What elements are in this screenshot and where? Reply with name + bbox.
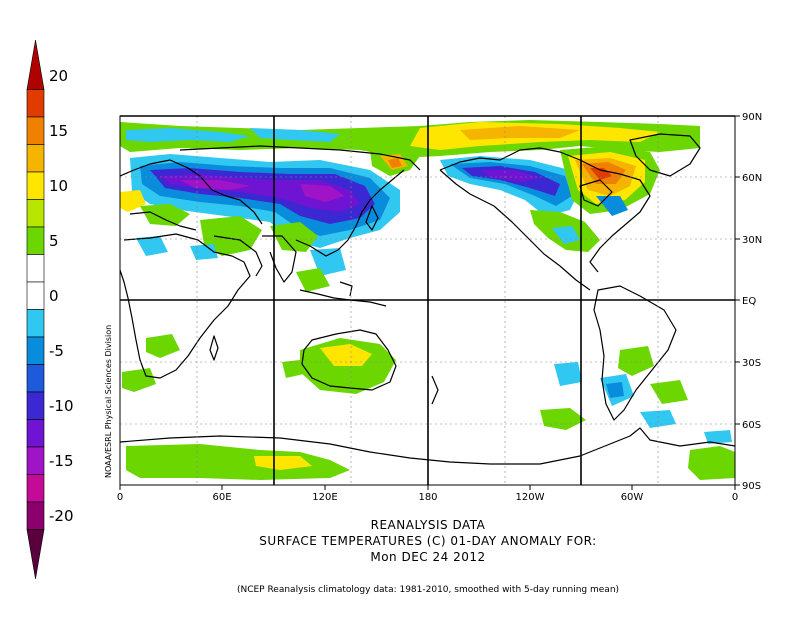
colorbar-label: 5 [49, 232, 59, 250]
colorbar-label: 15 [49, 122, 68, 140]
colorbar-label: -5 [49, 342, 64, 360]
colorbar-label: -10 [49, 397, 74, 415]
lon-label-60e: 60E [212, 492, 231, 503]
anomaly-patch-cyan-africa [136, 236, 168, 256]
colorbar-swatch [26, 144, 45, 173]
anomaly-patch-cyan-southatlantic [640, 410, 676, 428]
lat-label-90n: 90N [742, 112, 762, 123]
lon-label-120w: 120W [516, 492, 545, 503]
anomaly-patch-green-samerica [618, 346, 654, 376]
anomaly-patches [120, 120, 735, 480]
graticule [120, 116, 735, 485]
anomaly-patch-orange-arctic [460, 126, 580, 140]
anomaly-patch-green-europe [140, 204, 190, 226]
footnote: (NCEP Reanalysis climatology data: 1981-… [237, 585, 619, 595]
anomaly-patch-orange-kamchatka [388, 158, 402, 168]
colorbar-swatch [26, 501, 45, 530]
map-area: 90N 60N 30N EQ 30S 60S 90S 0 60E 120E 18… [117, 112, 762, 503]
lon-label-60w: 60W [621, 492, 644, 503]
anomaly-patch-purple-namerica [480, 170, 540, 182]
colorbar-labels: 20 15 10 5 0 -5 -10 -15 -20 [49, 67, 74, 525]
lon-label-0-east: 0 [732, 492, 738, 503]
anomaly-patch-green-antarctica-west [126, 444, 350, 480]
coastlines [119, 133, 736, 465]
anomaly-patch-yellow-europe [120, 190, 146, 212]
title-line-2: SURFACE TEMPERATURES (C) 01-DAY ANOMALY … [259, 534, 596, 548]
anomaly-patch-blue-canada [596, 196, 628, 216]
anomaly-patch-yellow-australia [320, 344, 372, 366]
colorbar-swatch [26, 419, 45, 448]
credit-text: NOAA/ESRL Physical Sciences Division [104, 325, 113, 478]
anomaly-patch-green-seasia [296, 268, 330, 292]
title-line-1: REANALYSIS DATA [371, 518, 486, 532]
lat-label-60n: 60N [742, 173, 762, 184]
anomaly-patch-green-mideast [200, 216, 262, 256]
colorbar-label: 10 [49, 177, 68, 195]
colorbar-arrow-bottom [26, 529, 45, 580]
colorbar-swatch [26, 116, 45, 145]
colorbar-swatch [26, 336, 45, 365]
lat-label-90s: 90S [742, 481, 761, 492]
colorbar-label: -20 [49, 507, 74, 525]
title-line-3: Mon DEC 24 2012 [370, 550, 485, 564]
colorbar-swatch [26, 474, 45, 503]
lat-label-30n: 30N [742, 235, 762, 246]
anomaly-patch-green-southpacific [540, 408, 586, 430]
anomaly-patch-yellow-antarctica [254, 456, 312, 470]
anomaly-patch-purple-eurasia [180, 180, 250, 190]
anomaly-patch-cyan-arctic [126, 128, 250, 142]
anomaly-patch-green-southatlantic [650, 380, 688, 404]
colorbar-swatch [26, 446, 45, 475]
colorbar-swatch [26, 391, 45, 420]
anomaly-patch-green-southafrica [122, 368, 156, 392]
lat-label-30s: 30S [742, 358, 761, 369]
anomaly-patch-purple-siberia [300, 184, 345, 202]
anomaly-patch-green-indianocean [282, 360, 304, 378]
anomaly-patch-blue-samerica [606, 382, 624, 398]
tick-marks [119, 115, 740, 490]
colorbar-label: 0 [49, 287, 59, 305]
colorbar-swatch [26, 226, 45, 255]
anomaly-patch-cyan-pacific [554, 362, 582, 386]
anomaly-patch-green-safrica [146, 334, 180, 358]
anomaly-patch-cyan-arctic-east [250, 128, 340, 142]
colorbar-swatch [26, 281, 45, 310]
colorbar-swatch [26, 171, 45, 200]
anomaly-patch-cyan-usa [552, 226, 580, 244]
lon-label-180: 180 [418, 492, 437, 503]
colorbar-label: -15 [49, 452, 74, 470]
anomaly-patch-cyan-antarctica [704, 430, 732, 444]
lat-label-60s: 60S [742, 420, 761, 431]
lat-label-eq: EQ [742, 296, 756, 307]
colorbar-swatch [26, 309, 45, 338]
colorbar-arrow-top [26, 39, 45, 90]
colorbar-swatch [26, 364, 45, 393]
colorbar-swatch [26, 254, 45, 283]
colorbar-swatch [26, 199, 45, 228]
colorbar-label: 20 [49, 67, 68, 85]
anomaly-patch-green-antarctica-east [688, 446, 735, 480]
lon-label-0: 0 [117, 492, 123, 503]
colorbar [26, 39, 45, 580]
colorbar-swatch [26, 89, 45, 118]
lon-label-120e: 120E [312, 492, 337, 503]
